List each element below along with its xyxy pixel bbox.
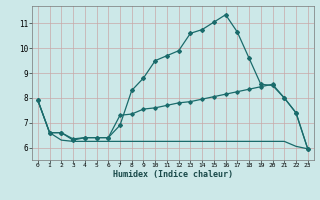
X-axis label: Humidex (Indice chaleur): Humidex (Indice chaleur) <box>113 170 233 179</box>
